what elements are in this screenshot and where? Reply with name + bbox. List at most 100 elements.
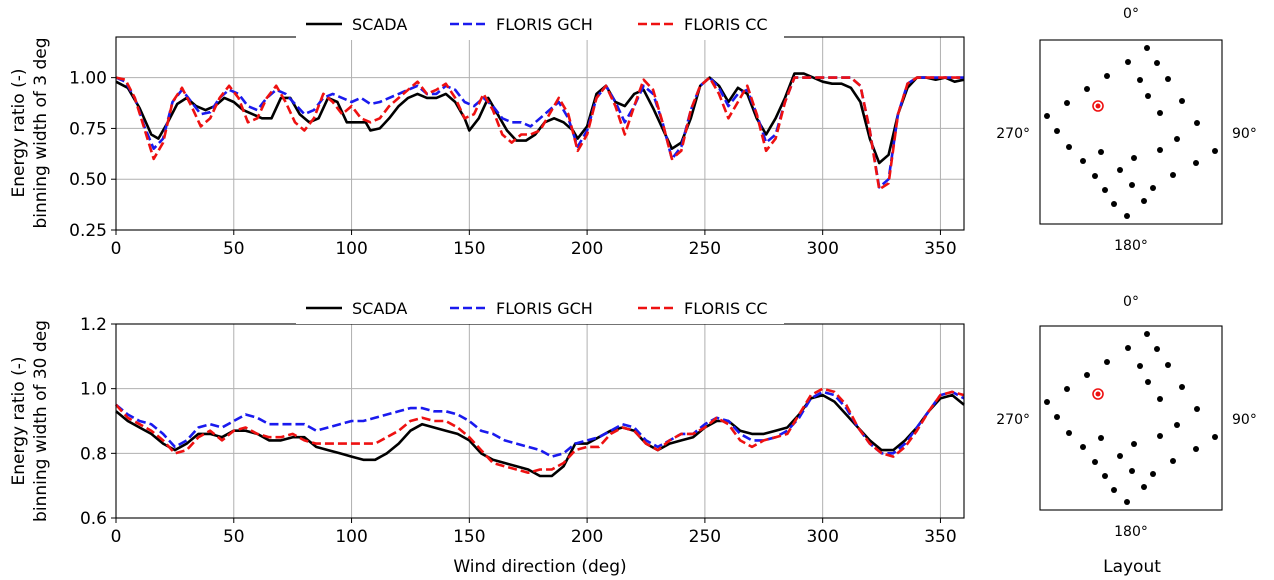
turbine-marker — [1098, 435, 1104, 441]
direction-label-west: 270° — [996, 412, 1030, 428]
turbine-marker — [1054, 128, 1060, 134]
y-tick-label: 0.75 — [69, 119, 107, 139]
turbine-marker — [1165, 76, 1171, 82]
turbine-marker — [1179, 384, 1185, 390]
turbine-marker — [1193, 446, 1199, 452]
direction-label-west: 270° — [996, 126, 1030, 142]
turbine-marker — [1104, 73, 1110, 79]
turbine-marker — [1084, 372, 1090, 378]
turbine-marker — [1092, 459, 1098, 465]
turbine-marker — [1111, 201, 1117, 207]
x-tick-label: 350 — [924, 239, 956, 259]
turbine-marker — [1129, 182, 1135, 188]
layout-map-bottom: 0° 180° 270° 90° — [996, 294, 1257, 540]
y-axis-label-line2: binning width of 3 deg — [31, 37, 51, 228]
x-tick-label: 300 — [806, 239, 838, 259]
direction-label-east: 90° — [1232, 412, 1257, 428]
turbine-marker — [1157, 396, 1163, 402]
turbine-marker — [1054, 414, 1060, 420]
highlighted-turbine-ring — [1092, 100, 1104, 112]
turbine-marker — [1044, 399, 1050, 405]
direction-label-south: 180° — [1114, 238, 1148, 254]
y-axis-label-line1: Energy ratio (-) — [9, 69, 29, 198]
legend-label: FLORIS GCH — [496, 15, 593, 34]
layout-map-top: 0° 180° 270° 90° — [996, 6, 1257, 254]
layout-frame — [1039, 325, 1223, 511]
x-tick-label: 150 — [453, 527, 485, 547]
x-tick-label: 50 — [223, 527, 245, 547]
turbine-marker — [1102, 473, 1108, 479]
x-tick-label: 100 — [335, 239, 367, 259]
x-tick-label: 300 — [806, 527, 838, 547]
turbine-marker — [1080, 158, 1086, 164]
series-line-floris-cc — [115, 387, 965, 474]
turbine-marker — [1170, 458, 1176, 464]
turbine-marker — [1157, 147, 1163, 153]
x-tick-label: 250 — [689, 239, 721, 259]
turbine-marker — [1066, 144, 1072, 150]
turbine-marker — [1064, 386, 1070, 392]
turbine-marker — [1194, 120, 1200, 126]
legend-label: FLORIS CC — [684, 299, 768, 318]
highlighted-turbine — [1095, 391, 1101, 397]
x-tick-label: 250 — [689, 527, 721, 547]
turbine-marker — [1179, 98, 1185, 104]
turbine-marker — [1145, 379, 1151, 385]
turbine-marker — [1111, 487, 1117, 493]
legend-label: SCADA — [352, 15, 407, 34]
y-tick-label: 0.8 — [80, 444, 107, 464]
y-tick-label: 1.0 — [80, 380, 107, 400]
turbine-marker — [1066, 430, 1072, 436]
layout-frame — [1039, 39, 1223, 225]
series-line-scada — [115, 72, 965, 165]
series-line-floris-gch — [115, 76, 964, 189]
turbine-marker — [1137, 77, 1143, 83]
legend: SCADA FLORIS GCH FLORIS CC — [296, 292, 784, 324]
turbine-marker — [1212, 434, 1218, 440]
y-tick-label: 0.25 — [69, 221, 107, 241]
y-tick-label: 1.2 — [80, 315, 107, 335]
turbine-marker — [1154, 346, 1160, 352]
turbine-marker — [1194, 406, 1200, 412]
x-tick-label: 200 — [571, 239, 603, 259]
turbine-marker — [1193, 160, 1199, 166]
turbine-marker — [1212, 148, 1218, 154]
turbine-marker — [1157, 110, 1163, 116]
turbine-marker — [1131, 155, 1137, 161]
series-line-floris-gch — [115, 390, 965, 458]
turbine-marker — [1124, 499, 1130, 505]
direction-label-south: 180° — [1114, 524, 1148, 540]
turbine-marker — [1154, 60, 1160, 66]
turbine-marker — [1117, 453, 1123, 459]
turbine-marker — [1170, 172, 1176, 178]
plot-frame — [115, 36, 965, 231]
turbine-marker — [1165, 362, 1171, 368]
x-tick-label: 50 — [223, 239, 245, 259]
turbine-marker — [1104, 359, 1110, 365]
legend-label: FLORIS CC — [684, 15, 768, 34]
turbine-marker — [1124, 213, 1130, 219]
energy-ratio-chart-3deg: 0 50 100 150 200 250 300 350 0.25 0.50 0.75 1.00 Ene… — [9, 8, 965, 259]
turbine-marker — [1102, 187, 1108, 193]
direction-label-north: 0° — [1123, 6, 1139, 22]
y-tick-label: 1.00 — [69, 69, 107, 89]
turbine-marker — [1174, 136, 1180, 142]
x-tick-label: 350 — [924, 527, 956, 547]
turbine-marker — [1145, 93, 1151, 99]
turbine-marker — [1141, 484, 1147, 490]
plot-frame — [115, 323, 965, 519]
turbine-marker — [1129, 468, 1135, 474]
x-tick-label: 150 — [453, 239, 485, 259]
turbine-marker — [1125, 59, 1131, 65]
highlighted-turbine-ring — [1092, 388, 1104, 400]
energy-ratio-chart-30deg: 0 50 100 150 200 250 300 350 0.6 0.8 1.0 1.2 Energy … — [9, 292, 965, 547]
turbine-marker — [1098, 149, 1104, 155]
turbine-marker — [1150, 185, 1156, 191]
turbine-marker — [1150, 471, 1156, 477]
turbine-marker — [1137, 363, 1143, 369]
y-tick-label: 0.50 — [69, 170, 107, 190]
y-tick-label: 0.6 — [80, 509, 107, 529]
direction-label-east: 90° — [1232, 126, 1257, 142]
turbine-marker — [1084, 86, 1090, 92]
